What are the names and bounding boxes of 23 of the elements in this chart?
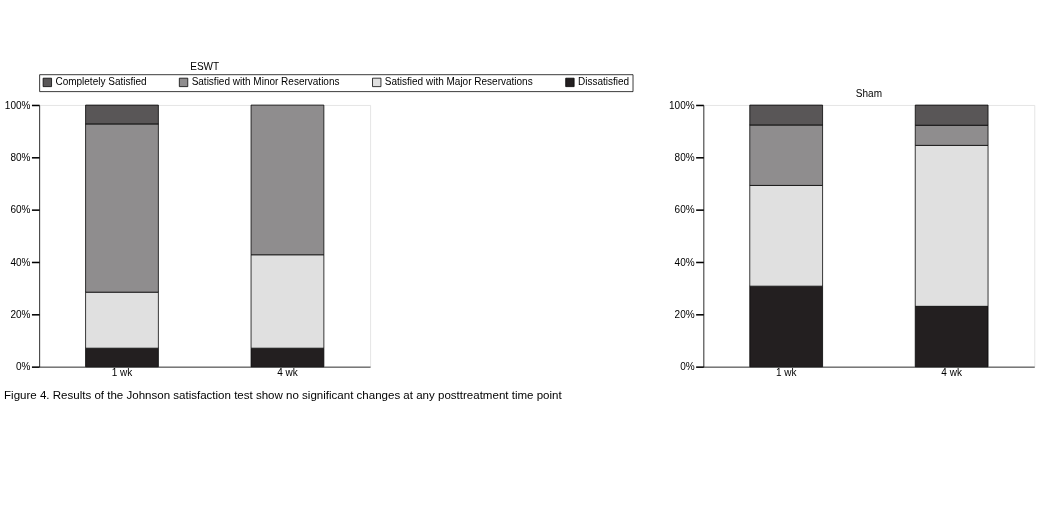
- x-tick-label: 4 wk: [277, 367, 299, 379]
- y-tick-label: 20%: [674, 308, 695, 320]
- y-tick-label: 100%: [4, 99, 31, 111]
- y-tick-label: 20%: [10, 308, 31, 320]
- legend-label: Completely Satisfied: [55, 76, 147, 88]
- y-tick-label: 80%: [10, 151, 31, 163]
- y-tick-label: 40%: [674, 256, 695, 268]
- y-tick-label: 80%: [674, 151, 695, 163]
- caption: Figure 4. Results of the Johnson satisfaction test show no significant changes at any posttreatment time point: [4, 388, 563, 401]
- legend-label: Dissatisfied: [577, 76, 630, 88]
- chart-title: ESWT: [190, 61, 220, 73]
- y-tick-label: 60%: [10, 204, 31, 216]
- y-tick-label: 60%: [674, 204, 695, 216]
- x-tick-label: 1 wk: [111, 367, 134, 379]
- y-tick-label: 0%: [15, 361, 31, 373]
- legend-label: Satisfied with Major Reservations: [384, 76, 533, 88]
- y-tick-label: 100%: [669, 99, 695, 111]
- legend-label: Satisfied with Minor Reservations: [191, 76, 340, 88]
- y-tick-label: 40%: [10, 256, 31, 268]
- chart-title: Sham: [855, 87, 882, 99]
- y-tick-label: 0%: [680, 361, 695, 373]
- x-tick-label: 1 wk: [775, 367, 798, 379]
- x-tick-label: 4 wk: [941, 367, 963, 379]
